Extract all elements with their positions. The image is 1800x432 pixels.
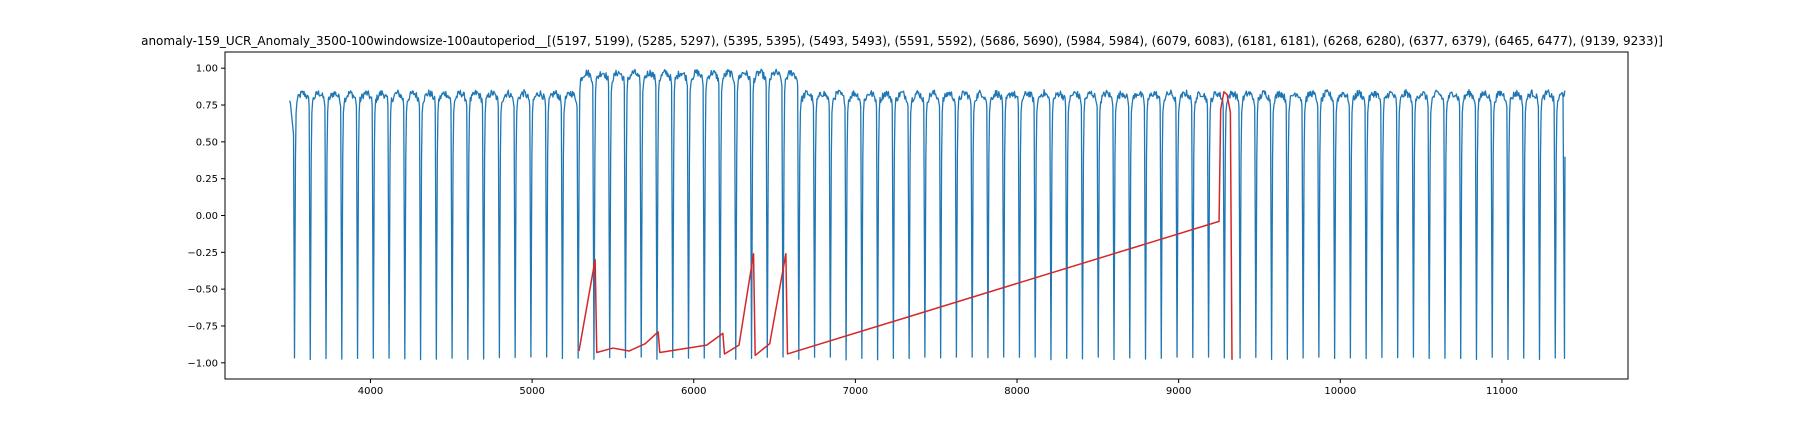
y-tick-label: −0.25: [187, 248, 218, 259]
x-tick-label: 6000: [681, 386, 706, 397]
x-tick-label: 4000: [358, 386, 383, 397]
y-tick-label: −1.00: [187, 358, 218, 369]
y-tick-label: 0.25: [196, 174, 218, 185]
y-axis: 1.00 0.75 0.50 0.25 0.00 −0.25 −0.50 −0.75 −1.00: [187, 64, 225, 369]
x-tick-label: 11000: [1486, 386, 1518, 397]
signal-series-line: [289, 68, 1566, 361]
anomaly-series-line: [578, 91, 1233, 360]
chart-title: anomaly-159_UCR_Anomaly_3500-100windowsi…: [141, 34, 1663, 48]
y-tick-label: −0.75: [187, 321, 218, 332]
x-tick-label: 5000: [519, 386, 544, 397]
series-layer: [289, 68, 1566, 361]
y-tick-label: 0.50: [196, 137, 218, 148]
y-tick-label: −0.50: [187, 285, 218, 296]
x-tick-label: 10000: [1324, 386, 1356, 397]
x-tick-label: 8000: [1004, 386, 1029, 397]
x-tick-label: 9000: [1166, 386, 1191, 397]
y-tick-label: 0.75: [196, 101, 218, 112]
y-tick-label: 0.00: [196, 211, 218, 222]
x-tick-label: 7000: [843, 386, 868, 397]
y-tick-label: 1.00: [196, 64, 218, 75]
x-axis: 4000 5000 6000 7000 8000 9000 10000 11000: [358, 379, 1518, 397]
